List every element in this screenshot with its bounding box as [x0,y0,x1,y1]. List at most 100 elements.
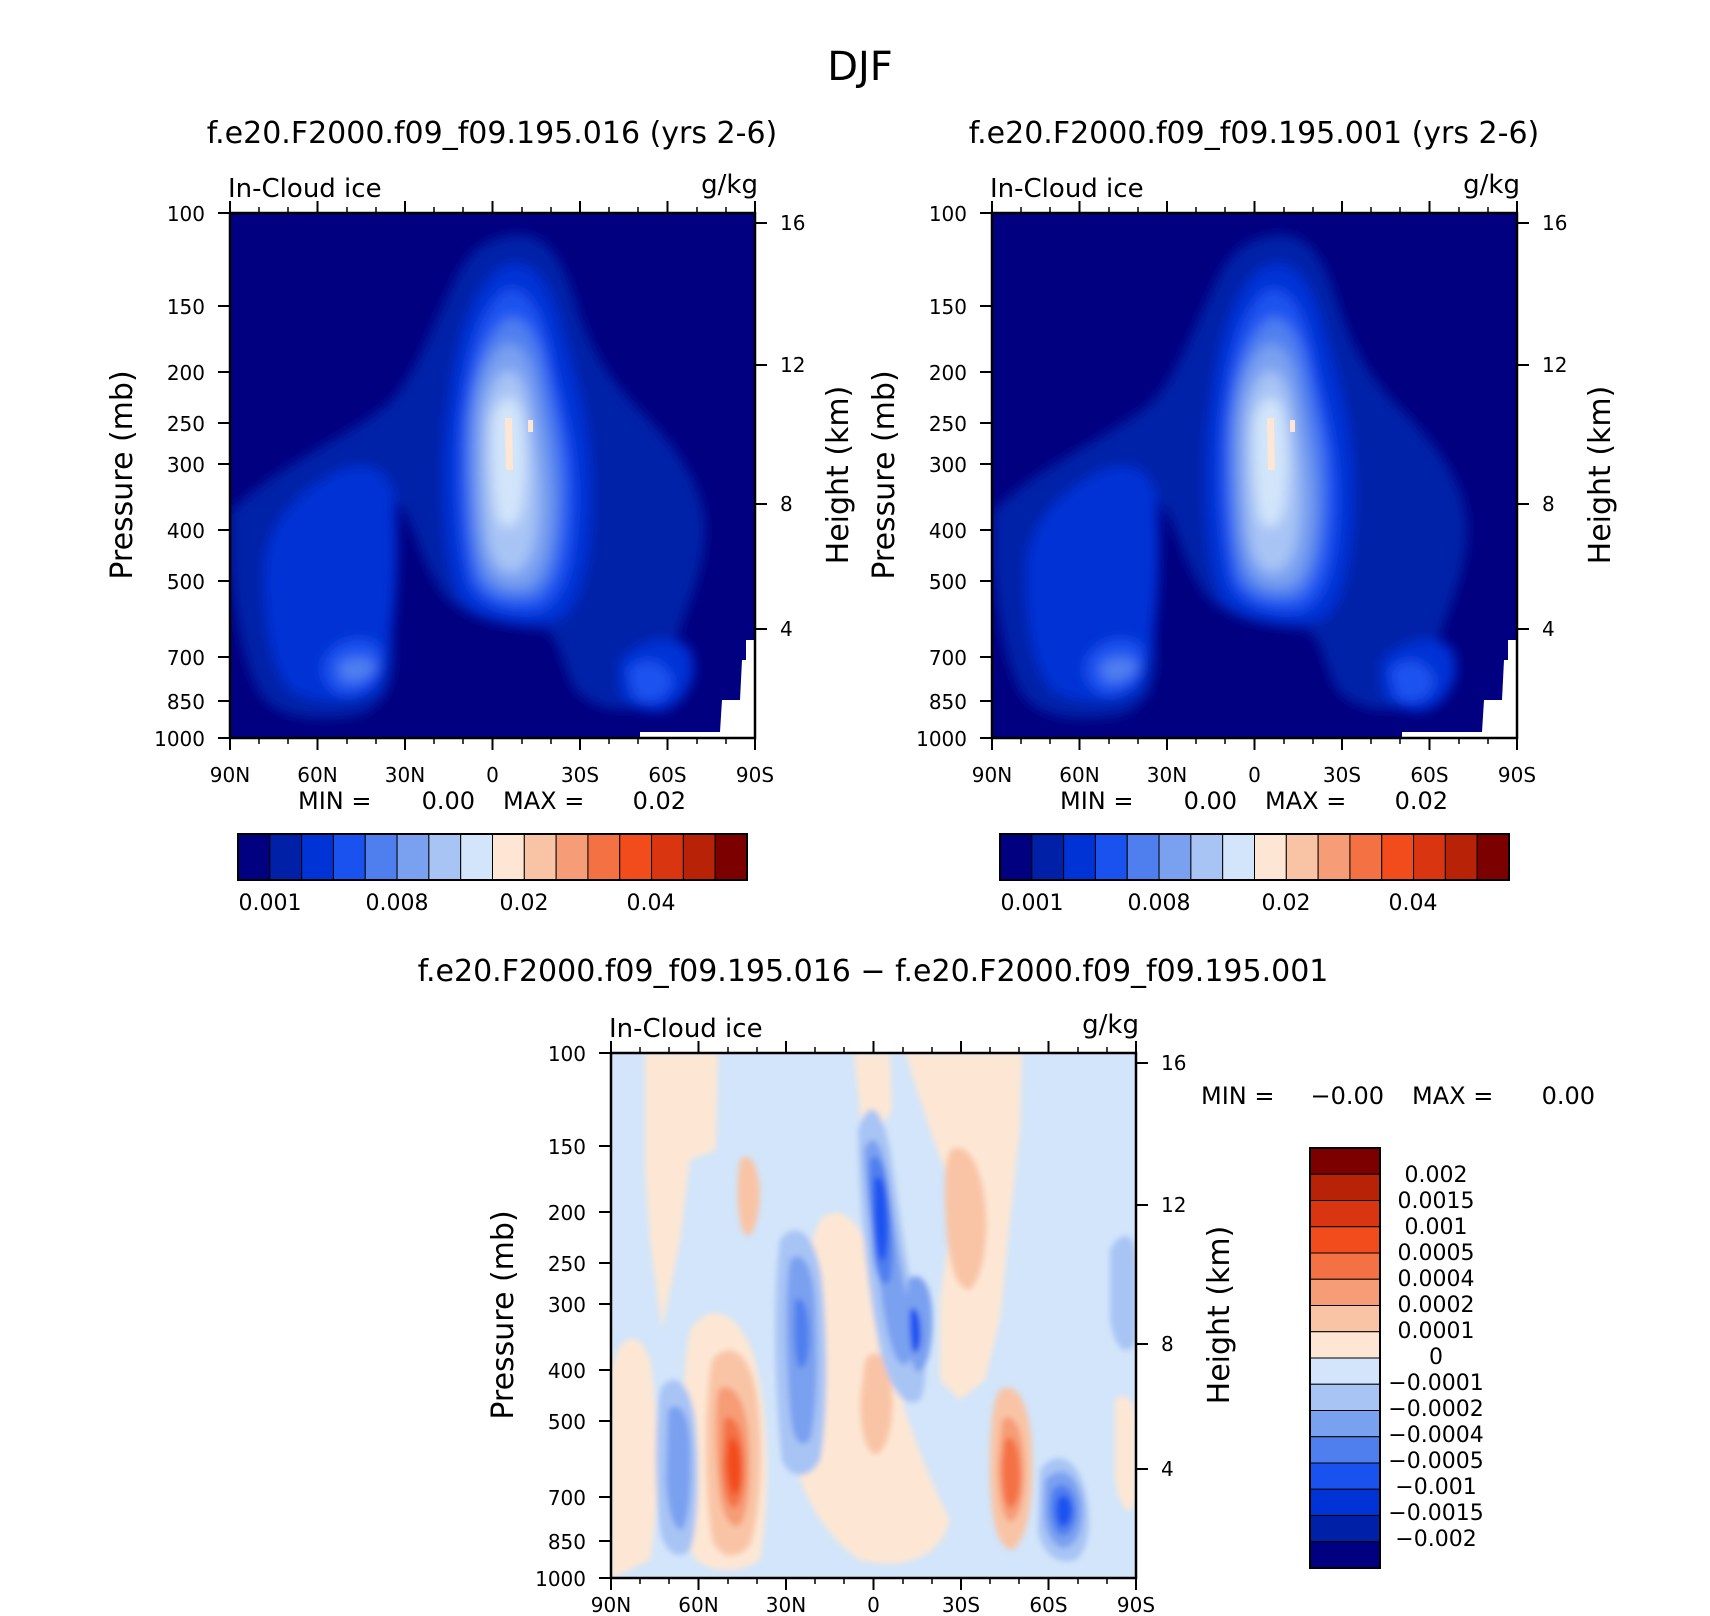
colorbar-cell [999,833,1033,881]
colorbar-label: 0.001 [1405,1215,1468,1240]
colorbar-cell [1309,1331,1381,1359]
colorbar-label: −0.0001 [1388,1371,1483,1396]
colorbar-cell [1285,833,1319,881]
diff-pos-9 [1002,1437,1021,1508]
y-right-tick-label: 12 [780,353,805,377]
colorbar-cell [492,833,525,881]
variable-label: In-Cloud ice [228,174,382,204]
colorbar-cell [555,833,589,881]
colorbar-cell [269,833,303,881]
y-tick-label: 400 [548,1359,586,1383]
min-value: 0.00 [1184,787,1237,815]
y-tick-label: 250 [167,412,205,436]
diff-neg-5 [1110,1236,1136,1351]
colorbar-cell [1381,833,1415,881]
colorbar-label: 0.008 [366,891,429,916]
colorbar-cell [428,833,462,881]
y-tick-label: 1000 [154,727,205,751]
colorbar-label: 0.001 [239,891,302,916]
y-right-tick-marks [1517,222,1529,630]
x-tick-label: 60N [297,763,337,787]
colorbar-cell [1413,833,1446,881]
field-contour-14 [1290,420,1295,432]
colorbar-label: 0 [1429,1345,1443,1370]
min-label: MIN = [1060,787,1133,815]
panel-1: f.e20.F2000.f09_f09.195.001 (yrs 2-6) In… [867,116,1618,916]
x-tick-label: 30S [1323,763,1361,787]
diff-pos-4 [860,1353,893,1455]
x-axis: 90N 60N 30N 0 30S 60S 90S [972,201,1536,787]
y-tick-label: 700 [548,1486,586,1510]
colorbar-label: 0.0015 [1398,1189,1475,1214]
colorbar-cell [1254,833,1287,881]
x-tick-label: 90S [1117,1593,1155,1616]
x-tick-label: 30N [1147,763,1187,787]
y-tick-label: 150 [167,295,205,319]
colorbar-cell [1309,1383,1381,1411]
x-tick-label: 0 [867,1593,880,1616]
max-value: 0.02 [633,787,686,815]
colorbar-label: −0.0004 [1388,1423,1483,1448]
y-tick-label: 500 [548,1410,586,1434]
diff-pos-10 [727,1438,742,1495]
x-tick-marks [610,1041,1137,1590]
y-right-axis: 16 12 8 4 Height (km) [1136,1051,1237,1481]
colorbar-cell [587,833,621,881]
field-missing [1402,640,1517,738]
y-tick-label: 700 [167,646,205,670]
y-tick-label: 150 [548,1135,586,1159]
field-contour-9 [1100,657,1138,682]
y-right-tick-label: 16 [1161,1051,1186,1075]
y-tick-label: 1000 [535,1567,586,1591]
max-value: 0.02 [1395,787,1448,815]
colorbar-cell [619,833,653,881]
colorbar-cell [1190,833,1224,881]
y-tick-label: 300 [548,1293,586,1317]
diff-neg-14 [874,1177,888,1262]
y-right-tick-label: 8 [780,492,793,516]
colorbar-cell [1222,833,1255,881]
y-tick-label: 850 [929,690,967,714]
y-tick-label: 850 [548,1530,586,1554]
colorbar-cell [364,833,398,881]
field-missing [640,640,755,738]
min-value: −0.00 [1310,1082,1384,1110]
diff-pos-band-7 [1115,1396,1136,1511]
max-label: MAX = [1412,1082,1493,1110]
x-tick-label: 0 [486,763,499,787]
panel-title: f.e20.F2000.f09_f09.195.016 − f.e20.F200… [418,954,1329,989]
colorbar-cell [396,833,430,881]
colorbar-cell [332,833,366,881]
diff-pos-2 [944,1147,987,1290]
x-tick-label: 90S [1498,763,1536,787]
min-max-readout: MIN = −0.00 MAX = 0.00 [1201,1082,1595,1110]
colorbar-label: 0.002 [1405,1163,1468,1188]
colorbar-label: −0.002 [1395,1527,1476,1552]
colorbar-cell [523,833,557,881]
colorbar-cell [1309,1357,1381,1385]
colorbar-label: 0.0002 [1398,1293,1475,1318]
x-axis: 90N 60N 30N 0 30S 60S 90S [210,201,774,787]
units-label: g/kg [701,170,758,200]
y-right-tick-label: 16 [780,211,805,235]
y-tick-label: 250 [929,412,967,436]
colorbar-cell [1309,1278,1381,1306]
y-tick-label: 250 [548,1252,586,1276]
y-tick-label: 1000 [916,727,967,751]
x-tick-label: 30S [561,763,599,787]
y-right-axis: 16 12 8 4 Height (km) [1517,211,1618,641]
x-tick-label: 60N [1059,763,1099,787]
colorbar-label: 0.0001 [1398,1319,1475,1344]
colorbar-cell [651,833,684,881]
y-tick-label: 100 [929,202,967,226]
x-axis: 90N 60N 30N 0 30S 60S 90S [591,1041,1155,1616]
y-tick-label: 500 [929,570,967,594]
x-tick-label: 90N [210,763,250,787]
plot-field [230,213,755,738]
colorbar-label: 0.04 [627,891,676,916]
colorbar-label: 0.02 [1262,891,1311,916]
diff-neg-16 [909,1308,922,1353]
colorbar-cell [1309,1200,1381,1228]
panel-0: f.e20.F2000.f09_f09.195.016 (yrs 2-6) In… [105,116,856,916]
